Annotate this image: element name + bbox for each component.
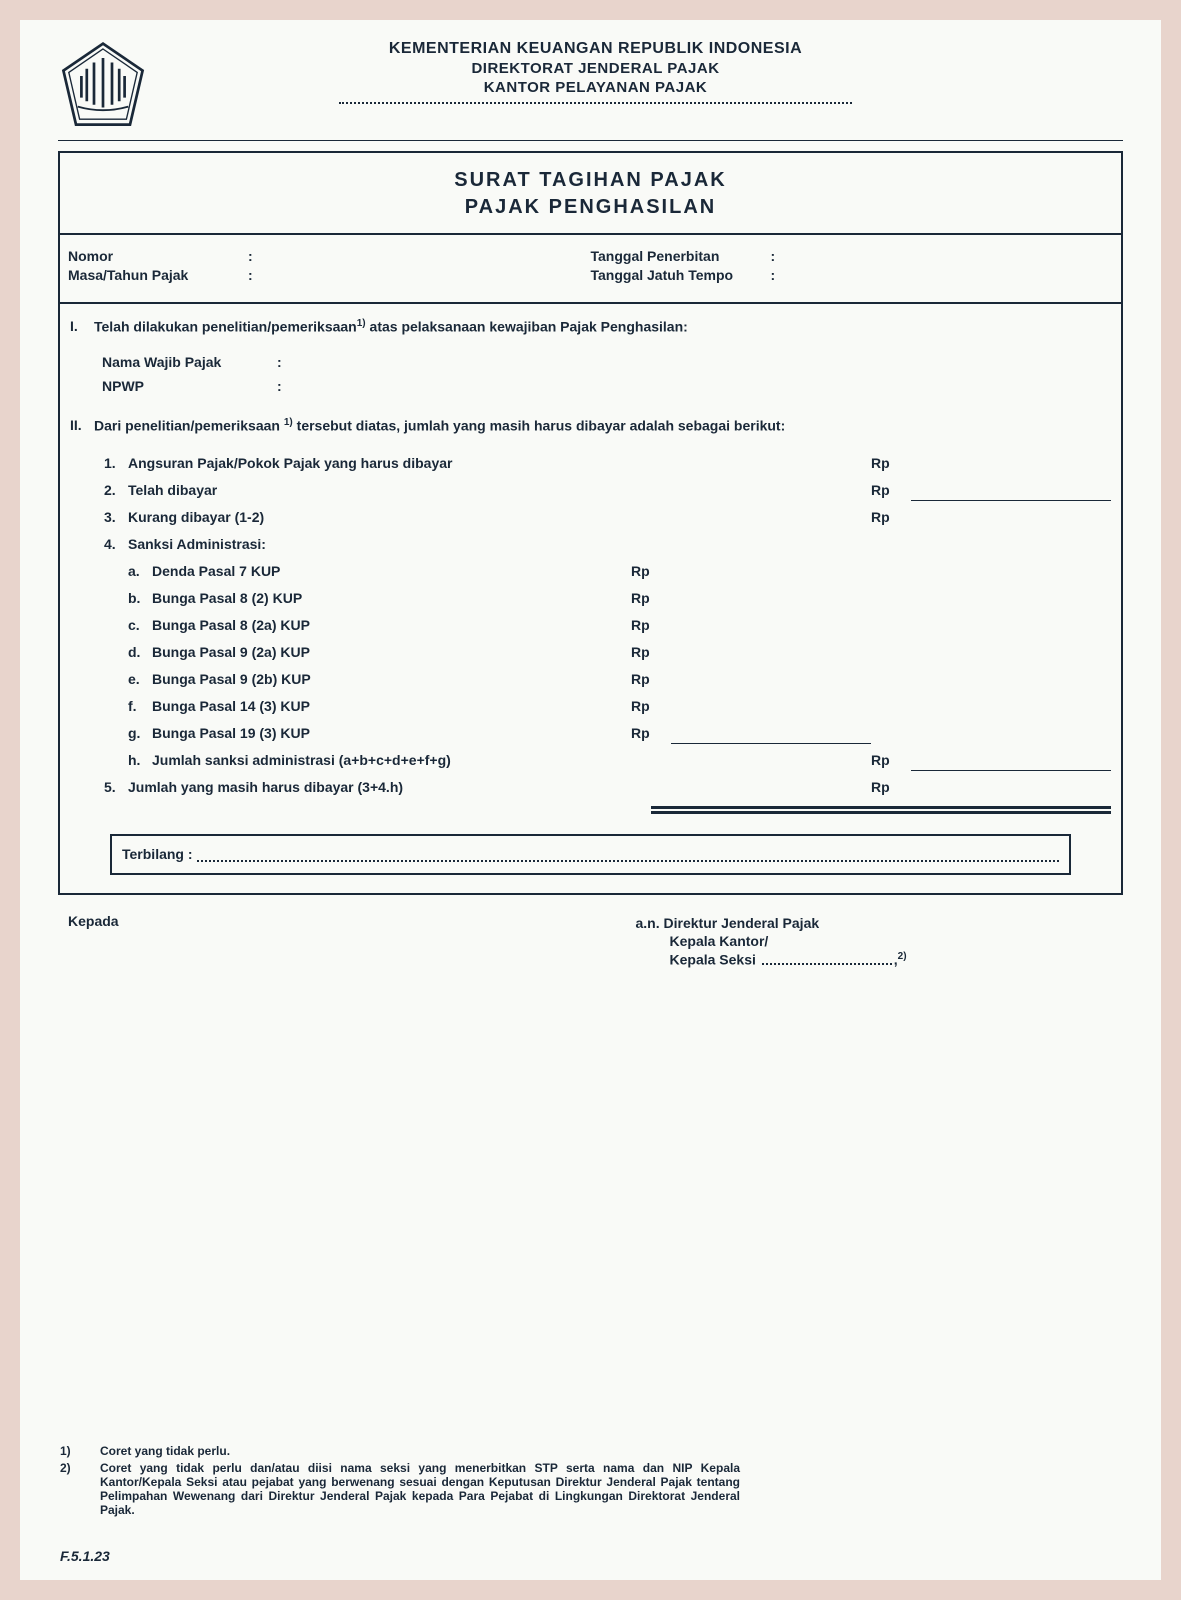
calc-row-1: 1. Angsuran Pajak/Pokok Pajak yang harus… bbox=[104, 452, 1111, 474]
rp-label: Rp bbox=[631, 723, 671, 744]
header-line-1: KEMENTERIAN KEUANGAN REPUBLIK INDONESIA bbox=[168, 40, 1023, 58]
rp-label: Rp bbox=[631, 615, 671, 636]
meta-left: Nomor : Masa/Tahun Pajak : bbox=[68, 245, 591, 286]
calculation-block: 1. Angsuran Pajak/Pokok Pajak yang harus… bbox=[70, 452, 1111, 814]
section2-text-a: Dari penelitian/pemeriksaan bbox=[94, 417, 284, 433]
double-rule bbox=[651, 811, 1111, 814]
rp-label: Rp bbox=[871, 453, 911, 474]
calc-row-4e: e. Bunga Pasal 9 (2b) KUP Rp bbox=[128, 668, 1111, 690]
calc-row-4f: f. Bunga Pasal 14 (3) KUP Rp bbox=[128, 695, 1111, 717]
rp-label: Rp bbox=[631, 561, 671, 582]
terbilang-dots bbox=[197, 844, 1059, 862]
signature-section: Kepada a.n. Direktur Jenderal Pajak Kepa… bbox=[58, 913, 1123, 970]
header-line-3: KANTOR PELAYANAN PAJAK bbox=[168, 79, 1023, 96]
header-dotted-rule bbox=[339, 102, 852, 104]
section2-sup: 1) bbox=[284, 417, 293, 428]
calc-row-4d: d. Bunga Pasal 9 (2a) KUP Rp bbox=[128, 641, 1111, 663]
terbilang-box: Terbilang : bbox=[110, 834, 1071, 875]
title-line-1: SURAT TAGIHAN PAJAK bbox=[60, 169, 1121, 192]
body-section: I. Telah dilakukan penelitian/pemeriksaa… bbox=[60, 304, 1121, 893]
meta-right: Tanggal Penerbitan : Tanggal Jatuh Tempo… bbox=[591, 245, 1114, 286]
nama-label: Nama Wajib Pajak bbox=[102, 352, 277, 373]
npwp-label: NPWP bbox=[102, 376, 277, 397]
calc-row-4: 4. Sanksi Administrasi: bbox=[104, 533, 1111, 555]
terbilang-label: Terbilang : bbox=[122, 844, 193, 865]
tgl-tempo-label: Tanggal Jatuh Tempo bbox=[591, 267, 771, 283]
calc-row-4a: a. Denda Pasal 7 KUP Rp bbox=[128, 560, 1111, 582]
calc-row-4g: g. Bunga Pasal 19 (3) KUP Rp bbox=[128, 722, 1111, 744]
form-title: SURAT TAGIHAN PAJAK PAJAK PENGHASILAN bbox=[60, 153, 1121, 235]
rp-label: Rp bbox=[631, 588, 671, 609]
ministry-logo-icon bbox=[58, 40, 148, 130]
footnote-2: 2) Coret yang tidak perlu dan/atau diisi… bbox=[60, 1461, 1111, 1517]
rp-label: Rp bbox=[631, 669, 671, 690]
section1-text-a: Telah dilakukan penelitian/pemeriksaan bbox=[94, 319, 357, 335]
meta-section: Nomor : Masa/Tahun Pajak : Tanggal Pener… bbox=[60, 235, 1121, 304]
footnotes: 1) Coret yang tidak perlu. 2) Coret yang… bbox=[60, 1441, 1111, 1520]
signature-right: a.n. Direktur Jenderal Pajak Kepala Kant… bbox=[546, 913, 1114, 970]
section1-sup: 1) bbox=[357, 318, 366, 329]
tgl-terbit-label: Tanggal Penerbitan bbox=[591, 248, 771, 264]
section-1: I. Telah dilakukan penelitian/pemeriksaa… bbox=[70, 316, 1111, 338]
footnote-1: 1) Coret yang tidak perlu. bbox=[60, 1444, 1111, 1458]
rp-label: Rp bbox=[871, 480, 911, 501]
calc-row-5: 5. Jumlah yang masih harus dibayar (3+4.… bbox=[104, 776, 1111, 798]
section-2: II. Dari penelitian/pemeriksaan 1) terse… bbox=[70, 415, 1111, 437]
header-line-2: DIREKTORAT JENDERAL PAJAK bbox=[168, 60, 1023, 77]
rp-label: Rp bbox=[631, 642, 671, 663]
rp-label: Rp bbox=[871, 777, 911, 798]
letterhead: KEMENTERIAN KEUANGAN REPUBLIK INDONESIA … bbox=[58, 40, 1123, 130]
calc-row-2: 2. Telah dibayar Rp bbox=[104, 479, 1111, 501]
roman-2: II. bbox=[70, 415, 94, 437]
letterhead-text: KEMENTERIAN KEUANGAN REPUBLIK INDONESIA … bbox=[168, 40, 1123, 104]
title-line-2: PAJAK PENGHASILAN bbox=[60, 196, 1121, 219]
section1-text-b: atas pelaksanaan kewajiban Pajak Penghas… bbox=[366, 319, 688, 335]
calc-row-4h: h. Jumlah sanksi administrasi (a+b+c+d+e… bbox=[128, 749, 1111, 771]
sig-line-1: a.n. Direktur Jenderal Pajak bbox=[636, 915, 1114, 931]
calc-row-4b: b. Bunga Pasal 8 (2) KUP Rp bbox=[128, 587, 1111, 609]
form-code: F.5.1.23 bbox=[60, 1548, 110, 1564]
rp-label: Rp bbox=[871, 507, 911, 528]
sig-line-3: Kepala Seksi ,2) bbox=[636, 951, 1114, 968]
main-form-box: SURAT TAGIHAN PAJAK PAJAK PENGHASILAN No… bbox=[58, 151, 1123, 895]
outer-frame: KEMENTERIAN KEUANGAN REPUBLIK INDONESIA … bbox=[0, 0, 1181, 1600]
masa-label: Masa/Tahun Pajak bbox=[68, 267, 248, 283]
sanctions-sub: a. Denda Pasal 7 KUP Rp b. Bunga Pasal 8… bbox=[104, 560, 1111, 771]
double-rule bbox=[651, 806, 1111, 809]
sig-line-2: Kepala Kantor/ bbox=[636, 933, 1114, 949]
calc-row-4c: c. Bunga Pasal 8 (2a) KUP Rp bbox=[128, 614, 1111, 636]
kepada-label: Kepada bbox=[68, 913, 546, 970]
page: KEMENTERIAN KEUANGAN REPUBLIK INDONESIA … bbox=[20, 20, 1161, 1580]
nomor-label: Nomor bbox=[68, 248, 248, 264]
rp-label: Rp bbox=[631, 696, 671, 717]
rp-label: Rp bbox=[871, 750, 911, 771]
roman-1: I. bbox=[70, 316, 94, 338]
header-underline bbox=[58, 140, 1123, 141]
taxpayer-fields: Nama Wajib Pajak : NPWP : bbox=[70, 352, 1111, 397]
section2-text-b: tersebut diatas, jumlah yang masih harus… bbox=[293, 417, 786, 433]
calc-row-3: 3. Kurang dibayar (1-2) Rp bbox=[104, 506, 1111, 528]
